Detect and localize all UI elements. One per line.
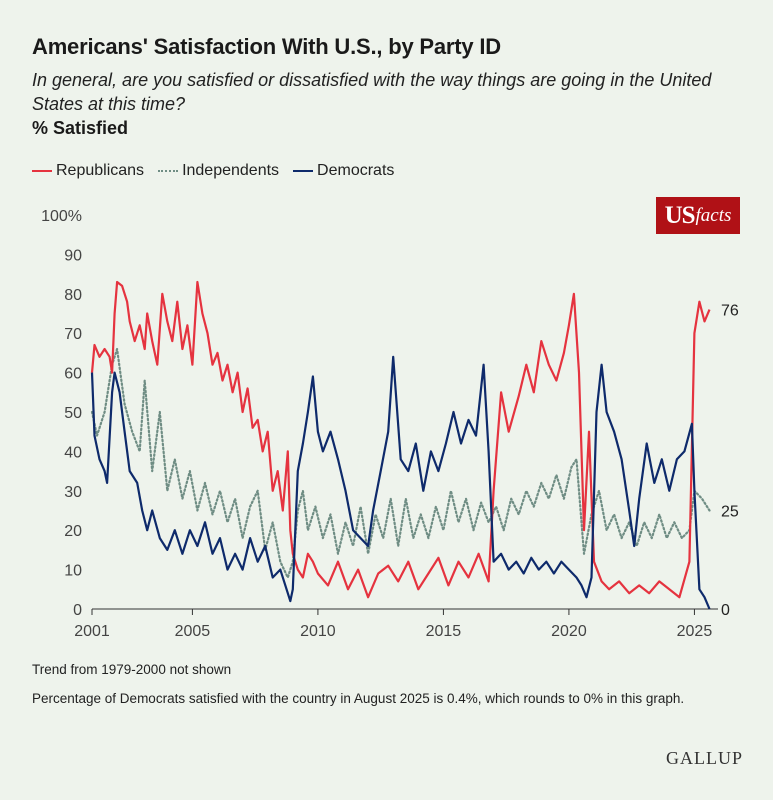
note-trend: Trend from 1979-2000 not shown (32, 662, 232, 677)
y-tick-label: 60 (64, 366, 82, 383)
chart-measure: % Satisfied (32, 118, 129, 138)
x-tick-label: 2010 (300, 623, 336, 640)
series-line-democrats (90, 355, 711, 610)
end-labels: 76 25 0 (721, 303, 739, 619)
series-line-independents (90, 347, 711, 579)
x-tick-label: 2005 (175, 623, 211, 640)
end-label-independents: 25 (721, 504, 739, 521)
y-tick-label: 10 (64, 563, 82, 580)
x-tick-label: 2020 (551, 623, 587, 640)
legend-item-democrats: Democrats (293, 162, 394, 180)
y-tick-label: 90 (64, 247, 82, 264)
legend-swatch-independents (158, 170, 179, 172)
legend-item-republicans: Republicans (32, 162, 144, 180)
series-line-republicans (90, 280, 711, 599)
line-chart: 0 10 20 30 40 50 60 70 80 90 100% 2001 2005 2010 2015… (41, 208, 739, 640)
legend-label-independents: Independents (182, 162, 280, 179)
y-tick-label: 80 (64, 287, 82, 304)
chart-subtitle: In general, are you satisfied or dissati… (32, 70, 712, 114)
end-label-democrats: 0 (721, 602, 730, 619)
x-axis: 2001 2005 2010 2015 2020 2025 (74, 609, 712, 640)
legend-label-republicans: Republicans (56, 162, 145, 179)
y-tick-label: 20 (64, 523, 82, 540)
legend-label-democrats: Democrats (317, 162, 395, 179)
chart-title: Americans' Satisfaction With U.S., by Pa… (32, 34, 501, 59)
x-tick-label: 2001 (74, 623, 110, 640)
note-democrats: Percentage of Democrats satisfied with t… (32, 691, 685, 706)
x-tick-label: 2015 (426, 623, 462, 640)
legend-item-independents: Independents (158, 162, 279, 180)
gallup-logo: GALLUP (666, 748, 743, 768)
x-tick-label: 2025 (677, 623, 713, 640)
end-label-republicans: 76 (721, 303, 739, 320)
legend-swatch-republicans (32, 170, 52, 172)
y-tick-label: 50 (64, 405, 82, 422)
series-lines (90, 280, 711, 610)
usfacts-logo-facts: facts (695, 204, 732, 226)
y-tick-label: 40 (64, 444, 82, 461)
legend-swatch-democrats (293, 170, 314, 172)
y-tick-label: 70 (64, 326, 82, 343)
y-tick-label: 0 (73, 602, 82, 619)
y-tick-label: 100% (41, 208, 82, 225)
y-axis: 0 10 20 30 40 50 60 70 80 90 100% (41, 208, 82, 619)
y-tick-label: 30 (64, 484, 82, 501)
legend: Republicans Independents Democrats (32, 162, 408, 180)
usfacts-logo: US facts (656, 197, 740, 234)
usfacts-logo-us: US (664, 201, 696, 229)
